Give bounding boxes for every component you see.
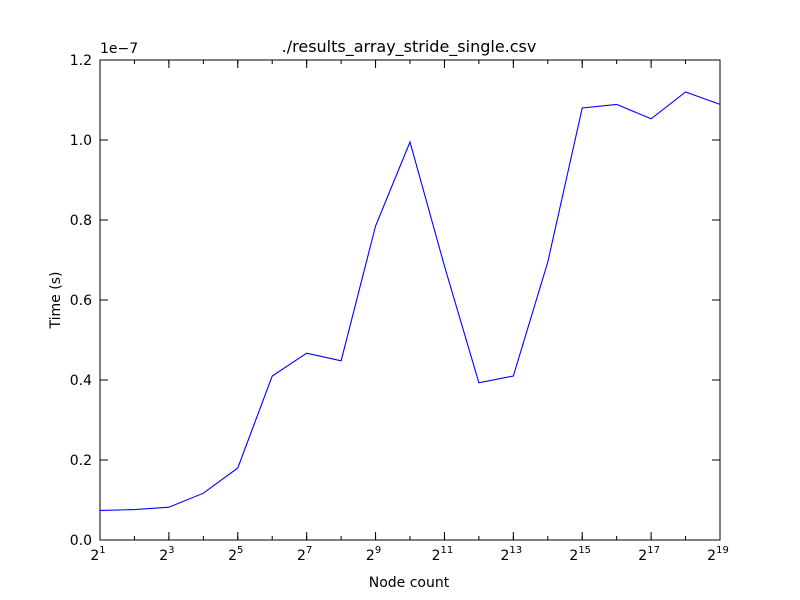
y-tick-label: 0.8	[70, 213, 92, 229]
x-tick-label: 29	[366, 545, 381, 564]
x-tick-label: 23	[159, 545, 174, 564]
y-tick-label: 0.0	[70, 533, 92, 549]
x-tick-label: 25	[228, 545, 243, 564]
y-axis-offset-text: 1e−7	[100, 41, 138, 57]
series-line-0	[99, 91, 721, 511]
x-tick-label: 27	[297, 545, 312, 564]
x-tick-label: 219	[707, 545, 729, 564]
x-tick-label: 21	[90, 545, 105, 564]
chart-title: ./results_array_stride_single.csv	[282, 37, 537, 57]
y-tick-label: 1.2	[70, 53, 92, 69]
x-tick-label: 211	[432, 545, 454, 564]
plot-area: 21 23 25 27 29 211 213 215 217 219 0.0 0.2 0.4 0.6 0.8…	[70, 53, 729, 564]
plot-frame	[99, 59, 721, 541]
y-tick-label: 1.0	[70, 133, 92, 149]
y-tick-label: 0.2	[70, 453, 92, 469]
y-tick-label: 0.4	[70, 373, 92, 389]
x-axis-label: Node count	[369, 575, 450, 591]
x-tick-label: 217	[638, 545, 660, 564]
y-axis-label: Time (s)	[48, 272, 64, 330]
y-tick-label: 0.6	[70, 293, 92, 309]
x-tick-label: 215	[569, 545, 591, 564]
x-tick-label: 213	[501, 545, 523, 564]
